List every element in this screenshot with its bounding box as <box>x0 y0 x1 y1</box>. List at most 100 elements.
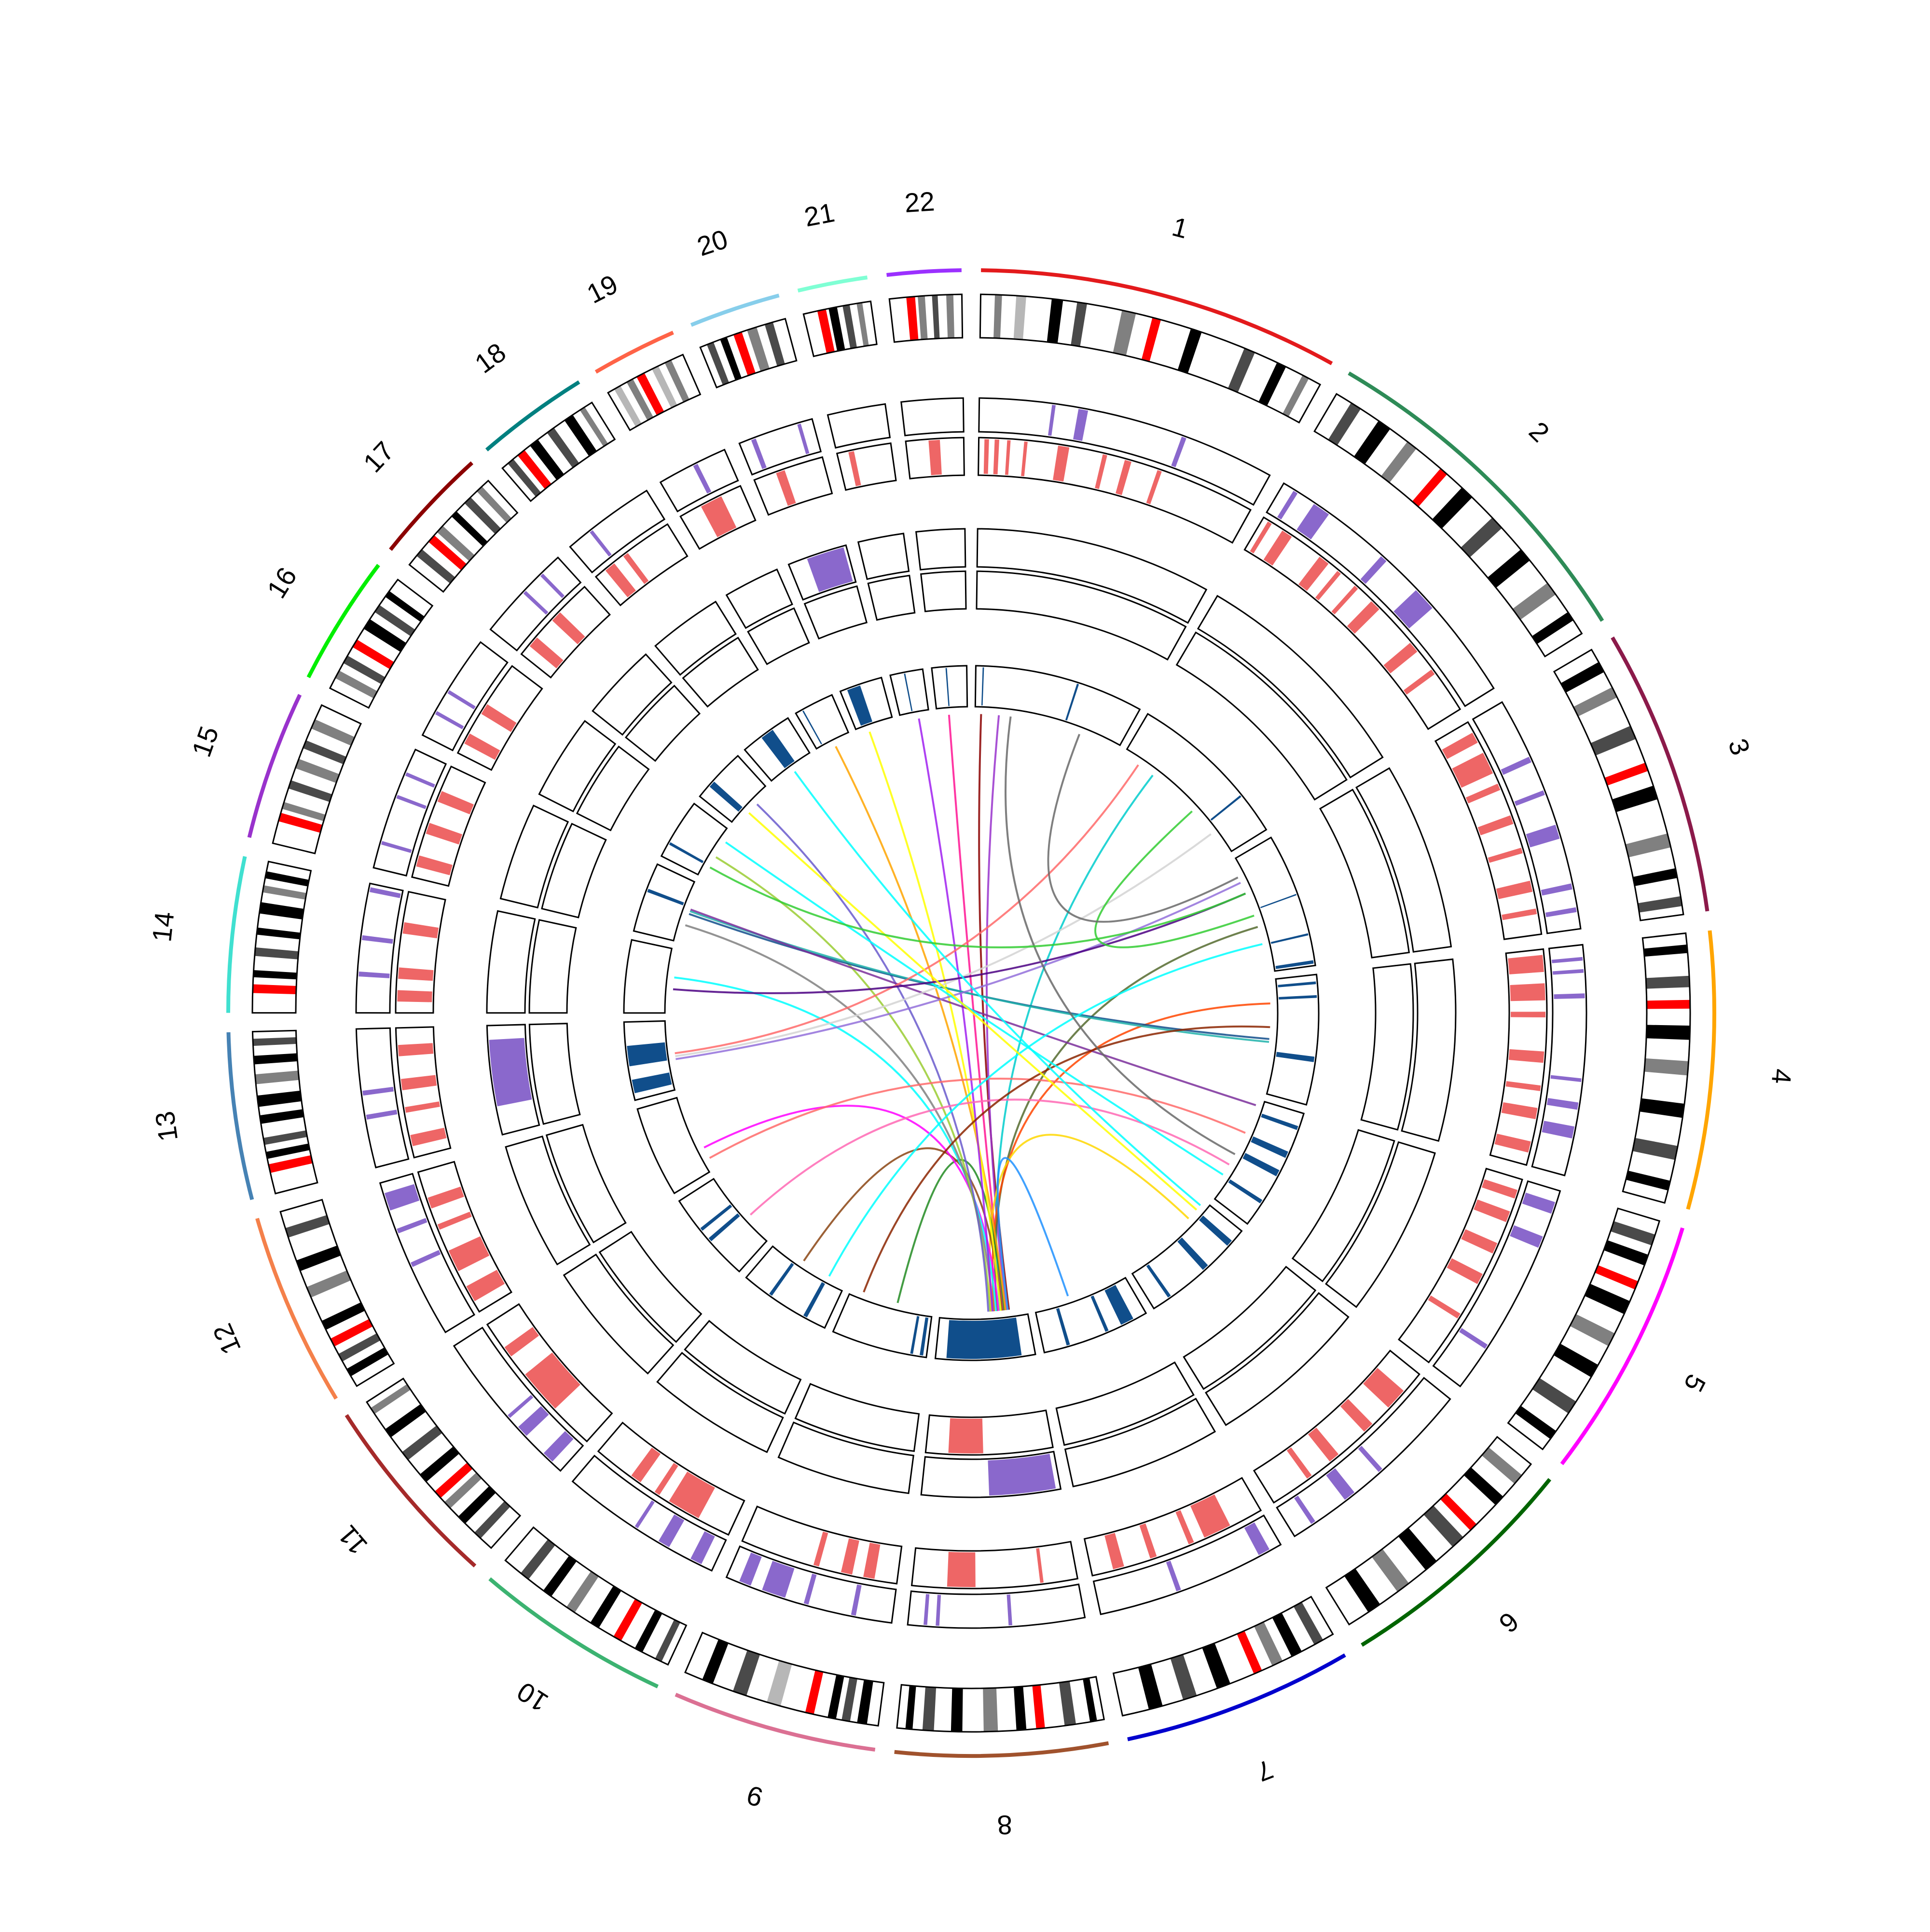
track-box <box>654 601 737 676</box>
ideogram-band <box>255 1070 299 1084</box>
track-box <box>832 1293 933 1358</box>
ideogram-band <box>590 1586 621 1628</box>
chromosome-arc <box>226 856 247 1013</box>
track-box <box>623 939 673 1014</box>
ideogram-band <box>262 885 307 900</box>
ideogram-band <box>296 1245 341 1272</box>
feature <box>1005 440 1011 475</box>
link <box>675 764 1139 1055</box>
feature <box>1546 1098 1579 1110</box>
feature <box>751 438 767 469</box>
ideogram-band <box>1372 1548 1409 1592</box>
track-box <box>624 685 701 762</box>
track-box <box>1319 788 1410 959</box>
feature <box>1279 995 1317 1000</box>
feature <box>945 668 950 706</box>
feature <box>761 729 795 768</box>
feature <box>1260 894 1297 908</box>
feature <box>1242 1153 1280 1177</box>
centromere <box>817 309 835 354</box>
ideogram-band <box>566 1571 599 1613</box>
ideogram-outline <box>607 354 702 431</box>
track-box <box>1401 958 1457 1142</box>
track-box <box>1175 631 1348 801</box>
ideogram-band <box>1626 1170 1670 1191</box>
link <box>1047 734 1239 923</box>
centromere <box>906 296 919 341</box>
chromosome-label: 12 <box>207 1319 247 1359</box>
ideogram-background <box>502 402 615 501</box>
ideogram-band <box>1354 421 1391 465</box>
link <box>676 882 1241 1060</box>
chromosome-arc <box>981 268 1333 365</box>
feature <box>1541 883 1572 896</box>
feature <box>362 935 393 944</box>
ideogram-band <box>288 780 332 802</box>
ideogram-band <box>1113 310 1136 356</box>
ideogram-band <box>1013 295 1026 340</box>
feature <box>400 1075 437 1091</box>
feature <box>466 1270 505 1302</box>
feature <box>398 967 434 981</box>
feature <box>369 887 401 898</box>
feature <box>1545 907 1577 918</box>
track-box <box>920 570 967 613</box>
ideogram-band <box>1047 299 1063 343</box>
ideogram-outline <box>279 1199 395 1387</box>
centromere <box>1412 468 1448 507</box>
link <box>794 771 1201 1206</box>
feature <box>928 439 942 476</box>
track-box <box>598 1231 703 1343</box>
link <box>803 1147 1003 1311</box>
feature <box>803 1282 825 1317</box>
feature <box>946 1317 1022 1359</box>
chromosome-label: 5 <box>1678 1370 1712 1397</box>
track-box <box>395 891 446 1014</box>
track-box <box>1355 767 1452 953</box>
chromosome-arc <box>894 1741 1109 1758</box>
feature <box>690 1531 715 1564</box>
ideogram-band <box>1590 726 1636 756</box>
ideogram-band <box>1640 1098 1685 1118</box>
ideogram-outline <box>979 293 1322 424</box>
track-box <box>836 442 897 491</box>
feature <box>398 1043 434 1056</box>
ideogram-outline <box>896 1676 1105 1733</box>
ideogram-band <box>265 871 309 887</box>
ideogram-outline <box>251 1029 318 1195</box>
feature <box>435 711 464 729</box>
ideogram-band <box>363 619 406 652</box>
feature <box>1461 1229 1498 1254</box>
ideogram-band <box>1532 1378 1576 1414</box>
track-box <box>753 456 833 516</box>
chromosome-arc <box>247 694 302 838</box>
centromere <box>428 535 467 571</box>
track-box <box>576 745 650 832</box>
ideogram-band <box>306 1270 351 1298</box>
centromere <box>1440 1493 1477 1531</box>
track-box <box>636 1096 711 1194</box>
feature <box>1501 756 1531 775</box>
ideogram-band <box>922 1686 937 1731</box>
chromosome-arc <box>485 380 580 452</box>
ideogram-band <box>282 802 326 822</box>
track-box <box>1472 701 1582 934</box>
ideogram-band <box>338 1333 381 1362</box>
feature <box>947 1552 976 1587</box>
feature <box>803 1574 817 1605</box>
track-box <box>1126 713 1268 852</box>
ideogram-band <box>374 605 415 636</box>
feature <box>1166 1561 1181 1591</box>
track-box <box>1234 836 1316 972</box>
centromere <box>1604 763 1648 786</box>
feature <box>776 470 796 506</box>
feature <box>762 1561 795 1598</box>
ideogram-band <box>335 671 378 699</box>
chromosome-arc <box>797 275 868 293</box>
track-box <box>1266 973 1320 1106</box>
ideogram-band <box>253 1053 298 1065</box>
track-box <box>1197 595 1384 779</box>
ideogram-band <box>1633 868 1678 886</box>
feature <box>654 1463 678 1495</box>
